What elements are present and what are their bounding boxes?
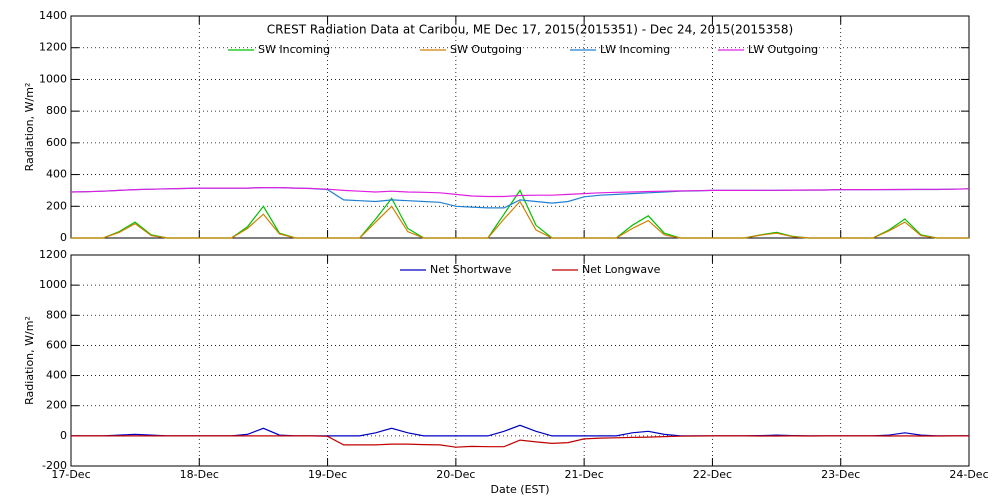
y-tick-label: 800 bbox=[46, 104, 67, 117]
legend-label: SW Outgoing bbox=[450, 43, 522, 56]
y-tick-label: 200 bbox=[46, 199, 67, 212]
y-tick-label: -200 bbox=[42, 459, 67, 472]
y-axis-label: Radiation, W/m² bbox=[23, 83, 36, 172]
y-tick-label: 1400 bbox=[39, 9, 67, 22]
y-tick-label: 0 bbox=[60, 429, 67, 442]
y-tick-label: 1200 bbox=[39, 41, 67, 54]
legend-label: Net Longwave bbox=[582, 263, 661, 276]
y-tick-label: 800 bbox=[46, 308, 67, 321]
data-line bbox=[71, 424, 969, 437]
data-line bbox=[71, 435, 969, 448]
y-axis-label: Radiation, W/m² bbox=[23, 316, 36, 405]
y-tick-label: 600 bbox=[46, 338, 67, 351]
y-tick-label: 400 bbox=[46, 168, 67, 181]
y-tick-label: 1000 bbox=[39, 278, 67, 291]
legend-label: LW Incoming bbox=[600, 43, 670, 56]
y-tick-label: 1000 bbox=[39, 72, 67, 85]
y-tick-label: 600 bbox=[46, 136, 67, 149]
y-tick-label: 200 bbox=[46, 399, 67, 412]
x-tick-label: 19-Dec bbox=[308, 468, 347, 481]
data-line bbox=[70, 187, 970, 198]
x-tick-label: 21-Dec bbox=[565, 468, 604, 481]
y-tick-label: 0 bbox=[60, 231, 67, 244]
plot-frame bbox=[70, 254, 970, 467]
data-line bbox=[71, 189, 969, 239]
x-tick-label: 17-Dec bbox=[51, 468, 90, 481]
y-tick-label: 400 bbox=[46, 369, 67, 382]
legend-label: LW Outgoing bbox=[748, 43, 818, 56]
x-tick-label: 20-Dec bbox=[436, 468, 475, 481]
x-axis-label: Date (EST) bbox=[490, 483, 549, 496]
chart-title: CREST Radiation Data at Caribou, ME Dec … bbox=[267, 23, 793, 37]
legend-label: Net Shortwave bbox=[430, 263, 512, 276]
plot-frame bbox=[70, 15, 970, 239]
x-tick-label: 24-Dec bbox=[949, 468, 988, 481]
y-tick-label: 1200 bbox=[39, 248, 67, 261]
x-tick-label: 18-Dec bbox=[180, 468, 219, 481]
data-line bbox=[71, 200, 969, 239]
x-tick-label: 23-Dec bbox=[821, 468, 860, 481]
x-tick-label: 22-Dec bbox=[693, 468, 732, 481]
legend-label: SW Incoming bbox=[258, 43, 330, 56]
